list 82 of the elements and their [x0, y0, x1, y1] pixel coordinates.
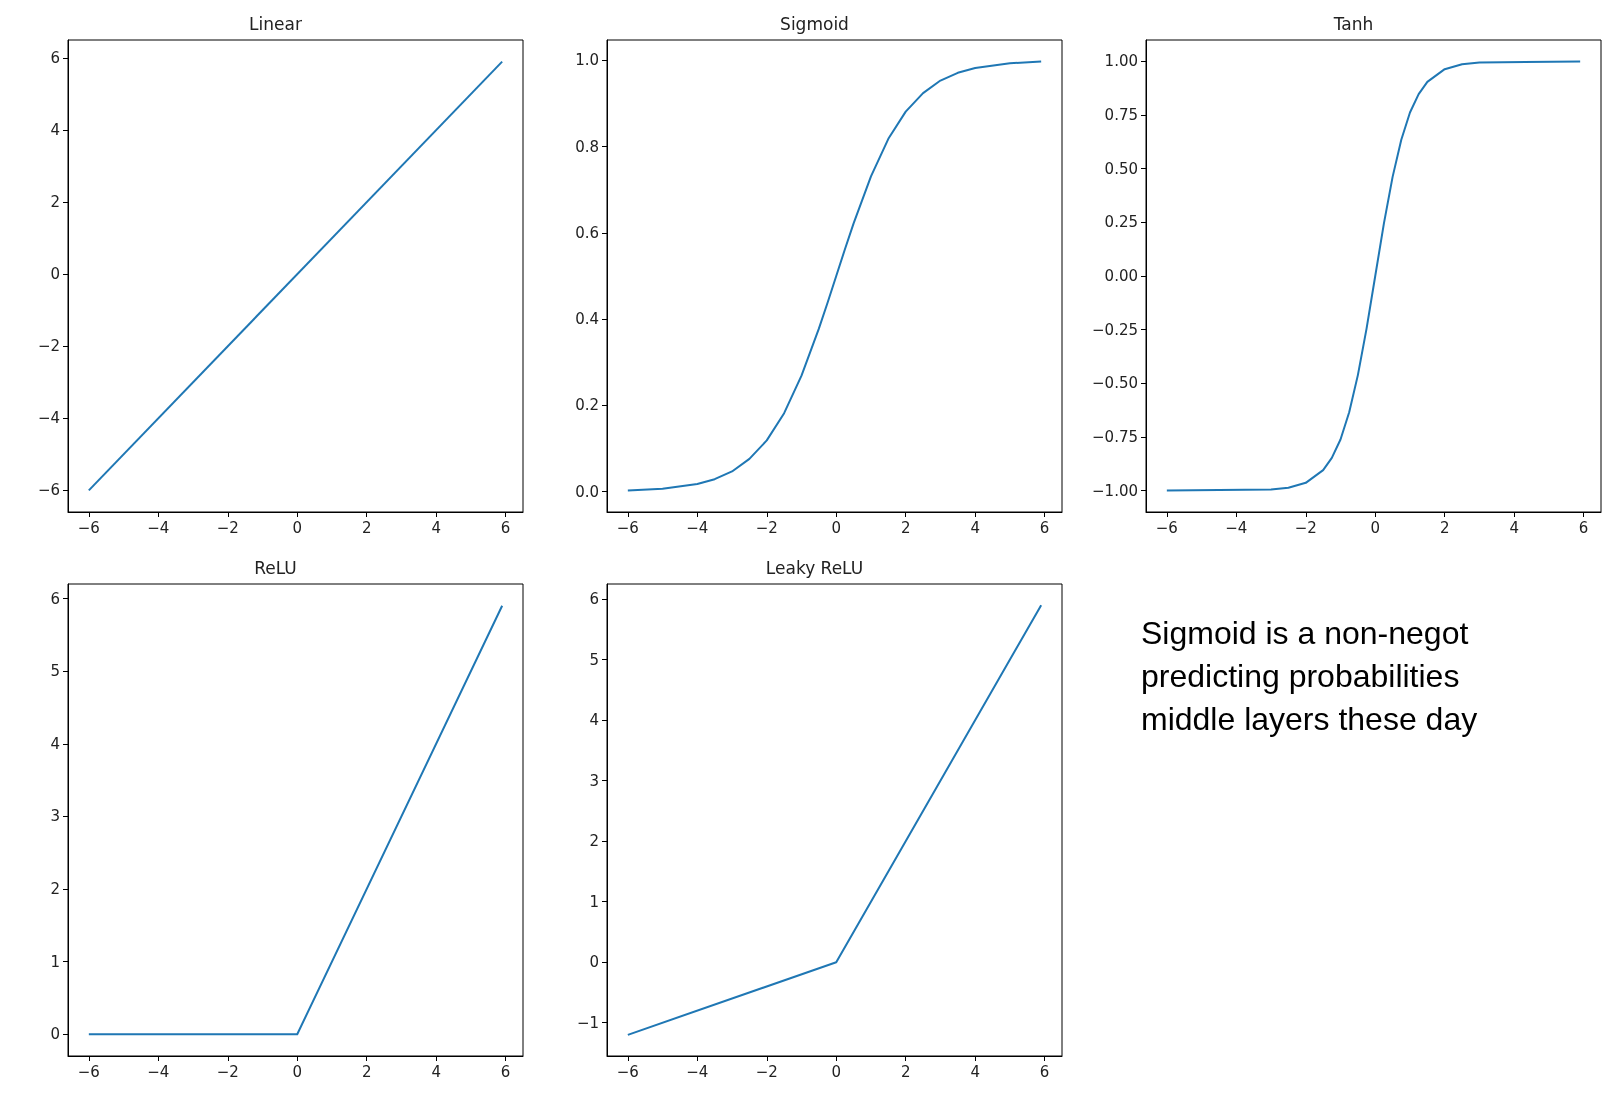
chart-title: ReLU: [254, 557, 297, 578]
y-tick-label: 0.50: [1104, 159, 1138, 178]
y-tick-label: −1.00: [1092, 481, 1138, 500]
x-tick-label: −4: [147, 518, 170, 537]
y-tick-label: −4: [37, 409, 60, 428]
y-tick-label: 0.2: [575, 396, 599, 415]
x-tick-label: −6: [77, 518, 100, 537]
y-tick-label: 0.25: [1104, 213, 1138, 232]
y-tick-label: 0.4: [575, 310, 599, 329]
x-tick-label: 2: [900, 518, 911, 537]
x-tick-label: 2: [361, 518, 372, 537]
x-tick-label: −6: [1155, 518, 1178, 537]
y-tick-label: −2: [37, 337, 60, 356]
y-tick-label: 1: [50, 952, 60, 971]
y-tick-label: 0.8: [575, 137, 599, 156]
y-tick-label: 1: [589, 892, 599, 911]
x-tick-label: 4: [1509, 518, 1519, 537]
y-tick-label: 2: [50, 193, 60, 212]
y-tick-label: 0.0: [575, 482, 599, 501]
x-tick-label: −6: [616, 518, 639, 537]
text: Sigmoid is a non-negot: [1141, 614, 1470, 653]
x-tick-label: −2: [1294, 518, 1317, 537]
x-tick-label: 6: [1039, 518, 1050, 537]
x-tick-label: −4: [147, 1062, 170, 1081]
chart-title: Sigmoid: [780, 13, 849, 34]
line-series: [626, 60, 1043, 492]
y-tick-label: 4: [50, 121, 60, 140]
x-tick-label: 6: [500, 518, 511, 537]
x-tick-label: 4: [431, 518, 441, 537]
x-tick-label: −2: [216, 518, 239, 537]
x-tick-label: 6: [1578, 518, 1589, 537]
y-tick-label: 5: [589, 650, 599, 669]
text: middle layers these day: [1141, 700, 1479, 739]
x-tick-label: 0: [292, 1062, 303, 1081]
y-tick-label: 1.00: [1104, 52, 1138, 71]
x-tick-label: −2: [755, 1062, 778, 1081]
y-tick-label: −1: [576, 1013, 599, 1032]
y-tick-label: 0: [589, 953, 599, 972]
x-tick-label: 6: [1039, 1062, 1050, 1081]
y-tick-label: −6: [37, 481, 60, 500]
x-tick-label: 4: [970, 1062, 980, 1081]
chart-title: Leaky ReLU: [765, 557, 864, 578]
x-tick-label: −6: [616, 1062, 639, 1081]
y-tick-label: 0.75: [1104, 106, 1138, 125]
y-tick-label: 4: [589, 711, 599, 730]
y-tick-label: 0: [50, 1025, 60, 1044]
y-tick-label: 3: [50, 807, 60, 826]
x-tick-label: −6: [77, 1062, 100, 1081]
x-tick-label: −4: [686, 518, 709, 537]
y-tick-label: 0.6: [575, 223, 599, 242]
x-tick-label: 2: [361, 1062, 372, 1081]
x-tick-label: 2: [1439, 518, 1450, 537]
x-tick-label: 0: [1370, 518, 1381, 537]
y-tick-label: 3: [589, 771, 599, 790]
y-tick-label: 2: [50, 879, 60, 898]
chart-title: Linear: [249, 13, 302, 34]
y-tick-label: 6: [589, 590, 599, 609]
x-tick-label: 4: [970, 518, 980, 537]
y-tick-label: 6: [50, 589, 60, 608]
y-tick-label: 6: [50, 49, 60, 68]
x-tick-label: 6: [500, 1062, 511, 1081]
x-tick-label: 2: [900, 1062, 911, 1081]
y-tick-label: 0: [50, 265, 60, 284]
x-tick-label: −2: [216, 1062, 239, 1081]
y-tick-label: −0.75: [1092, 427, 1138, 446]
y-tick-label: 0.00: [1104, 267, 1138, 285]
y-tick-label: −0.50: [1092, 374, 1138, 393]
x-tick-label: 4: [431, 1062, 441, 1081]
text: predicting probabilities: [1141, 657, 1461, 696]
x-tick-label: 0: [292, 518, 303, 537]
x-tick-label: 0: [831, 518, 842, 537]
y-tick-label: 2: [589, 832, 599, 851]
x-tick-label: −4: [686, 1062, 709, 1081]
chart-title: Tanh: [1332, 13, 1374, 34]
y-tick-label: 5: [50, 662, 60, 681]
y-tick-label: −0.25: [1092, 320, 1138, 339]
line-series: [1165, 60, 1582, 492]
y-tick-label: 1.0: [575, 51, 599, 70]
x-tick-label: 0: [831, 1062, 842, 1081]
x-tick-label: −4: [1225, 518, 1248, 537]
y-tick-label: 4: [50, 734, 60, 753]
x-tick-label: −2: [755, 518, 778, 537]
